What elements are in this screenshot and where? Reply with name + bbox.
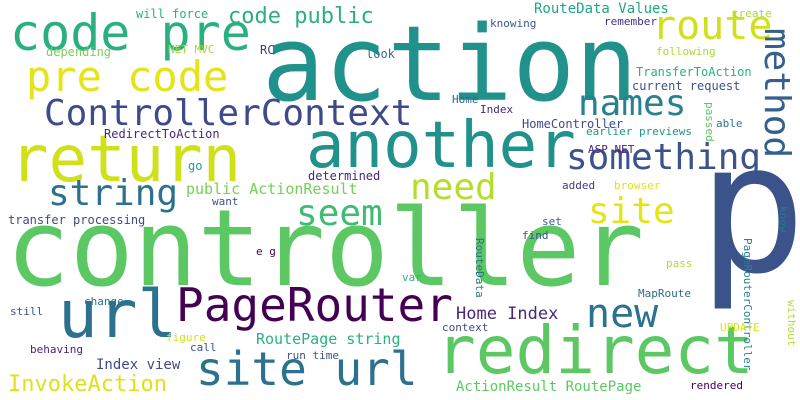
word: look bbox=[366, 47, 395, 61]
word: following bbox=[656, 45, 716, 58]
word: RoutePage string bbox=[256, 330, 401, 348]
word: still bbox=[10, 305, 44, 318]
word: UPDATE bbox=[720, 321, 760, 334]
word: PageRouterController bbox=[741, 238, 754, 371]
word: public ActionResult bbox=[186, 180, 358, 198]
word: browser bbox=[614, 179, 661, 192]
word: code public bbox=[228, 4, 374, 29]
word: RC bbox=[260, 43, 275, 57]
word: run time bbox=[286, 349, 339, 362]
word: able bbox=[716, 117, 743, 130]
word: something bbox=[566, 137, 762, 178]
word: site bbox=[588, 191, 675, 232]
word: InvokeAction bbox=[8, 372, 167, 397]
word: depending bbox=[46, 45, 112, 59]
word: need bbox=[410, 167, 497, 208]
word: controller bbox=[6, 187, 645, 310]
word: current request bbox=[632, 79, 741, 93]
word: seem bbox=[296, 193, 383, 234]
word: Index view bbox=[96, 357, 181, 373]
word: remember bbox=[604, 15, 657, 28]
word: string bbox=[48, 173, 179, 214]
word: route bbox=[652, 3, 773, 49]
word: determined bbox=[308, 169, 381, 183]
word: another bbox=[306, 109, 576, 183]
word: added bbox=[562, 179, 596, 192]
word: create bbox=[732, 7, 772, 20]
word: rendered bbox=[690, 379, 743, 392]
word: RouteData bbox=[473, 238, 486, 298]
word: Home bbox=[452, 93, 479, 106]
word: without bbox=[785, 300, 798, 347]
word: PageRouter bbox=[176, 278, 453, 332]
word: site url bbox=[196, 342, 418, 396]
word: transfer processing bbox=[8, 213, 146, 227]
word: TransferToAction bbox=[636, 65, 752, 79]
word: find bbox=[522, 229, 549, 242]
word: p bbox=[698, 105, 800, 314]
word: will force bbox=[136, 7, 209, 21]
word: var bbox=[402, 271, 422, 284]
word: redirect bbox=[436, 312, 754, 389]
word: behaving bbox=[30, 343, 83, 356]
word: pre code bbox=[26, 52, 229, 101]
word: pass bbox=[666, 257, 693, 270]
word: new bbox=[586, 291, 659, 337]
word: RouteData Values bbox=[534, 1, 669, 17]
word: return bbox=[10, 123, 242, 197]
word: MapRoute bbox=[638, 287, 691, 300]
word: change bbox=[84, 295, 124, 308]
word: ControllerContext bbox=[44, 93, 413, 134]
word: context bbox=[442, 321, 489, 334]
word: url bbox=[58, 276, 178, 353]
word: names bbox=[578, 83, 687, 124]
word: ASP NET bbox=[588, 143, 635, 156]
word: Index bbox=[480, 103, 514, 116]
word: figure bbox=[166, 331, 206, 344]
word: earlier previews bbox=[586, 125, 692, 138]
word: call bbox=[190, 341, 217, 354]
word: know bbox=[777, 206, 790, 233]
word: HomeController bbox=[522, 117, 624, 131]
word: passed bbox=[703, 102, 716, 142]
word: method bbox=[756, 28, 797, 159]
word: Home Index bbox=[456, 304, 559, 324]
word: action bbox=[262, 3, 638, 125]
word: NET MVC bbox=[168, 43, 215, 56]
word: want bbox=[212, 195, 239, 208]
word: ActionResult RoutePage bbox=[456, 379, 642, 395]
word: set bbox=[542, 215, 562, 228]
word: RedirectToAction bbox=[104, 127, 220, 141]
word: e g bbox=[256, 245, 276, 258]
word: knowing bbox=[490, 17, 537, 30]
word: code pre bbox=[10, 4, 251, 62]
word: go bbox=[188, 159, 203, 173]
